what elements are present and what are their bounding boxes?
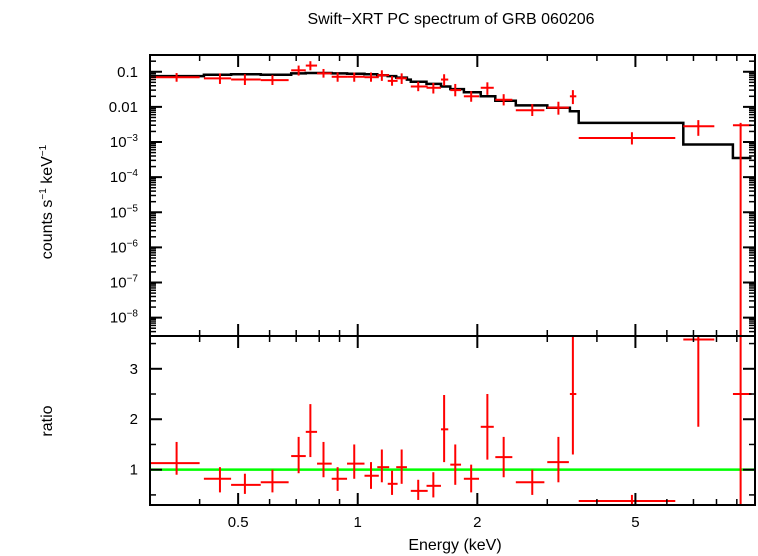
ratio-y-axis-label: ratio [39,405,56,436]
y-tick-label: 10−7 [110,274,139,292]
y-tick-label: 1 [130,462,138,479]
y-tick-label: 0.1 [117,64,138,81]
ratio-panel: 1 2 3 [130,335,756,506]
y-tick-label: 10−5 [110,203,139,221]
spectrum-panel: 0.1 0.01 10−3 10−4 10−5 10−6 10−7 10−8 [109,54,756,337]
x-axis-label: Energy (keV) [408,537,501,554]
y-tick-label: 10−3 [110,133,139,151]
model-step-line [150,71,752,160]
x-tick-label: 2 [473,514,481,531]
x-tick-label: 5 [631,514,639,531]
x-tick-label: 0.5 [228,514,249,531]
top-y-axis-label: counts s−1 keV−1 [38,144,56,259]
y-tick-label: 0.01 [109,99,138,116]
y-tick-label: 2 [130,411,138,428]
y-tick-label: 3 [130,361,138,378]
chart-title: Swift−XRT PC spectrum of GRB 060206 [307,11,594,28]
y-tick-label: 10−8 [110,309,139,327]
y-tick-label: 10−4 [110,168,139,186]
spectrum-frame [149,54,756,337]
x-tick-labels: 0.5 1 2 5 [228,514,640,531]
x-tick-label: 1 [354,514,362,531]
ratio-frame [149,335,756,506]
y-tick-label: 10−6 [110,238,139,256]
